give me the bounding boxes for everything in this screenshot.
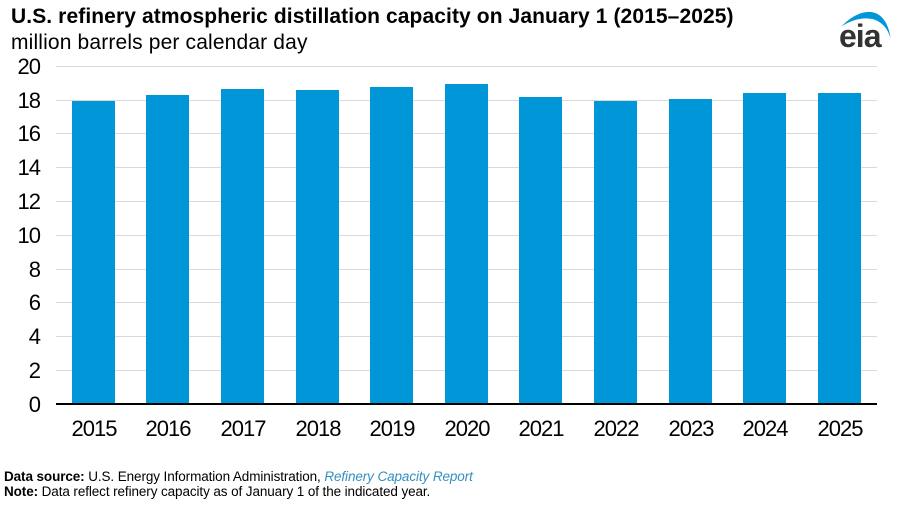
svg-text:eia: eia xyxy=(839,18,882,52)
